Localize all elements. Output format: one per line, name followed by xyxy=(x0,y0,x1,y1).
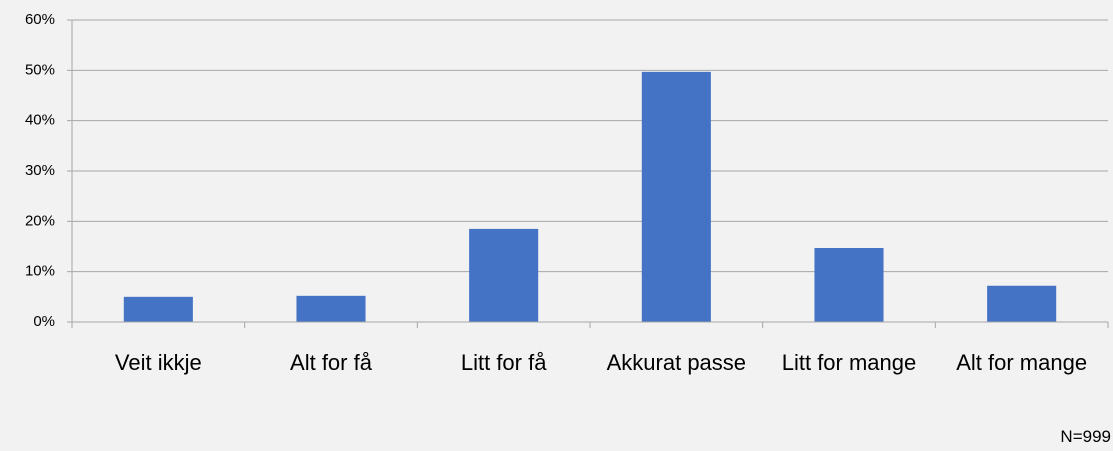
x-tick-label: Litt for mange xyxy=(782,350,917,375)
x-tick-label: Akkurat passe xyxy=(607,350,746,375)
y-tick-label: 0% xyxy=(33,313,55,330)
bar xyxy=(987,285,1057,322)
bar xyxy=(296,295,366,322)
y-tick-label: 30% xyxy=(25,162,55,179)
y-tick-label: 40% xyxy=(25,112,55,129)
y-tick-label: 60% xyxy=(25,11,55,28)
bar xyxy=(814,248,884,322)
x-tick-label: Litt for få xyxy=(461,350,547,375)
x-tick-label: Alt for få xyxy=(290,350,373,375)
bar xyxy=(469,228,539,322)
y-tick-label: 20% xyxy=(25,212,55,229)
y-tick-label: 10% xyxy=(25,263,55,280)
bar xyxy=(123,296,193,322)
y-tick-label: 50% xyxy=(25,61,55,78)
x-tick-label: Alt for mange xyxy=(956,350,1087,375)
bar xyxy=(641,71,711,323)
x-tick-label: Veit ikkje xyxy=(115,350,202,375)
annotation: N=999 xyxy=(1060,427,1111,446)
